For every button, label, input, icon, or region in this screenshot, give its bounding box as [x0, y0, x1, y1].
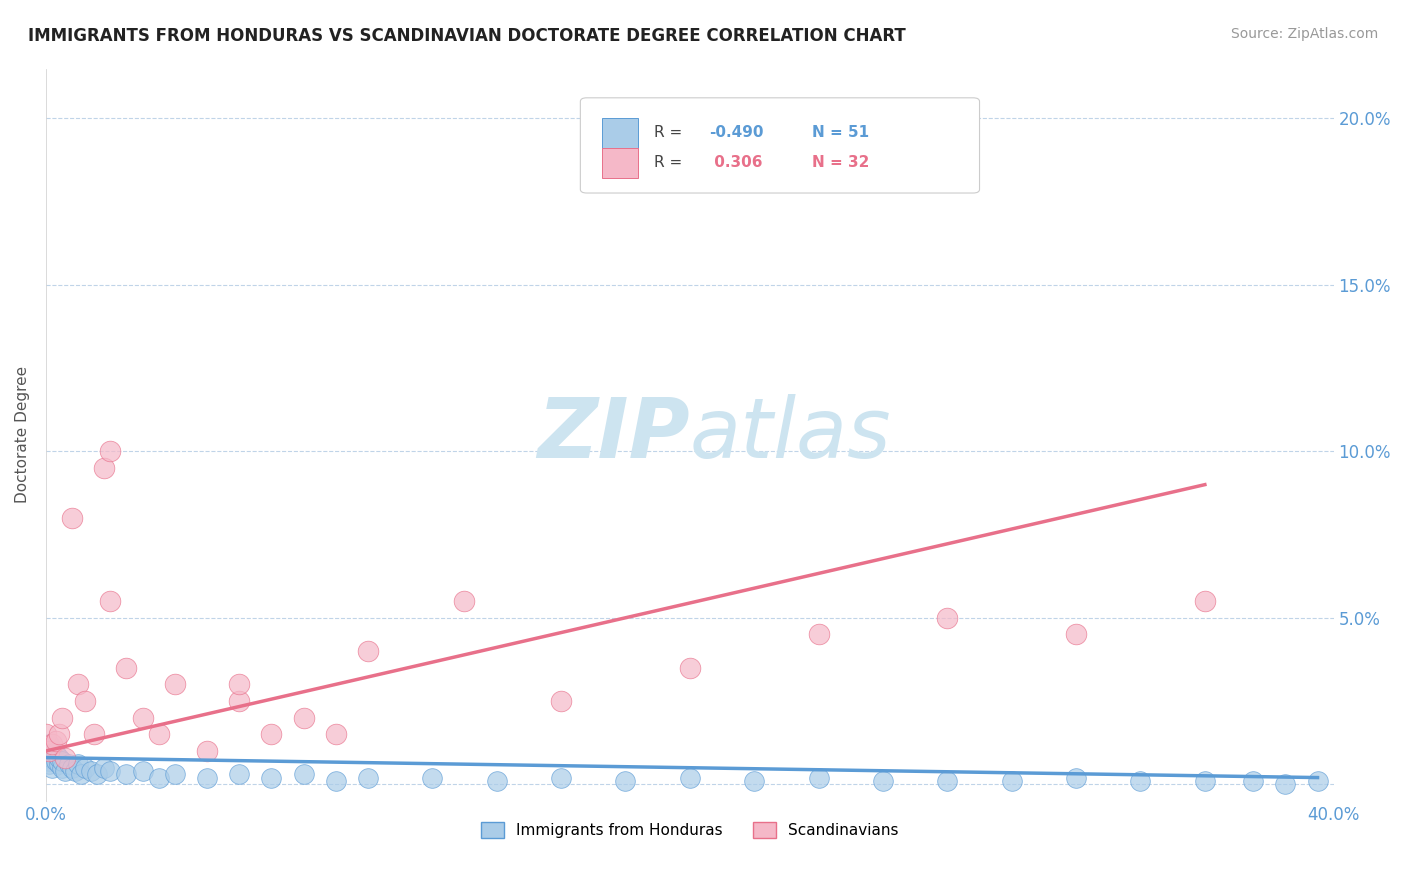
Point: [1241, 773, 1264, 788]
Point: [115, 661, 138, 675]
Point: [550, 694, 572, 708]
FancyBboxPatch shape: [602, 147, 638, 178]
Legend: Immigrants from Honduras, Scandinavians: Immigrants from Honduras, Scandinavians: [475, 816, 905, 845]
Point: [228, 767, 250, 781]
Point: [228, 694, 250, 708]
Point: [195, 771, 218, 785]
Point: [131, 764, 153, 778]
Point: [1194, 594, 1216, 608]
Point: [742, 773, 765, 788]
Point: [260, 771, 283, 785]
Point: [1064, 771, 1087, 785]
Point: [58, 757, 80, 772]
Point: [453, 594, 475, 608]
Point: [45, 734, 67, 748]
Point: [41, 750, 63, 764]
Point: [807, 771, 830, 785]
Point: [41, 737, 63, 751]
Point: [148, 727, 170, 741]
Point: [63, 764, 86, 778]
Point: [325, 773, 347, 788]
Point: [35, 727, 58, 741]
Point: [679, 771, 702, 785]
Point: [195, 744, 218, 758]
Point: [807, 627, 830, 641]
Point: [73, 761, 96, 775]
Text: 0.306: 0.306: [709, 155, 762, 170]
Point: [70, 767, 93, 781]
Point: [148, 771, 170, 785]
Point: [45, 747, 67, 762]
Point: [51, 761, 73, 775]
Point: [51, 754, 73, 768]
Y-axis label: Doctorate Degree: Doctorate Degree: [15, 366, 30, 503]
Point: [936, 773, 959, 788]
Text: N = 32: N = 32: [813, 155, 869, 170]
Text: R =: R =: [654, 126, 688, 140]
Point: [1001, 773, 1024, 788]
Point: [420, 771, 443, 785]
Point: [38, 747, 60, 762]
Point: [936, 611, 959, 625]
Point: [60, 761, 83, 775]
Point: [53, 750, 76, 764]
Point: [41, 761, 63, 775]
Point: [38, 737, 60, 751]
Point: [60, 511, 83, 525]
Point: [292, 711, 315, 725]
Point: [872, 773, 894, 788]
Text: R =: R =: [654, 155, 688, 170]
Point: [357, 771, 380, 785]
Text: -0.490: -0.490: [709, 126, 763, 140]
Point: [325, 727, 347, 741]
Point: [98, 594, 121, 608]
Point: [48, 750, 70, 764]
Point: [1129, 773, 1152, 788]
Point: [86, 767, 108, 781]
Point: [115, 767, 138, 781]
Point: [1306, 773, 1329, 788]
Point: [1274, 777, 1296, 791]
FancyBboxPatch shape: [581, 98, 980, 193]
Point: [80, 764, 103, 778]
Point: [93, 761, 115, 775]
Point: [679, 661, 702, 675]
Point: [38, 744, 60, 758]
Text: IMMIGRANTS FROM HONDURAS VS SCANDINAVIAN DOCTORATE DEGREE CORRELATION CHART: IMMIGRANTS FROM HONDURAS VS SCANDINAVIAN…: [28, 27, 905, 45]
Point: [163, 767, 186, 781]
Point: [98, 444, 121, 458]
Point: [48, 757, 70, 772]
Point: [35, 744, 58, 758]
Text: ZIP: ZIP: [537, 394, 690, 475]
Point: [1064, 627, 1087, 641]
Point: [38, 757, 60, 772]
Point: [485, 773, 508, 788]
Point: [93, 461, 115, 475]
Point: [38, 754, 60, 768]
Text: Source: ZipAtlas.com: Source: ZipAtlas.com: [1230, 27, 1378, 41]
Text: atlas: atlas: [690, 394, 891, 475]
Point: [260, 727, 283, 741]
Point: [48, 727, 70, 741]
Point: [357, 644, 380, 658]
Point: [67, 677, 90, 691]
Point: [53, 764, 76, 778]
FancyBboxPatch shape: [602, 119, 638, 149]
Point: [163, 677, 186, 691]
Point: [1194, 773, 1216, 788]
Point: [73, 694, 96, 708]
Point: [614, 773, 637, 788]
Point: [83, 727, 105, 741]
Point: [98, 764, 121, 778]
Point: [35, 750, 58, 764]
Point: [67, 757, 90, 772]
Point: [228, 677, 250, 691]
Point: [131, 711, 153, 725]
Point: [51, 711, 73, 725]
Point: [292, 767, 315, 781]
Point: [45, 754, 67, 768]
Point: [550, 771, 572, 785]
Text: N = 51: N = 51: [813, 126, 869, 140]
